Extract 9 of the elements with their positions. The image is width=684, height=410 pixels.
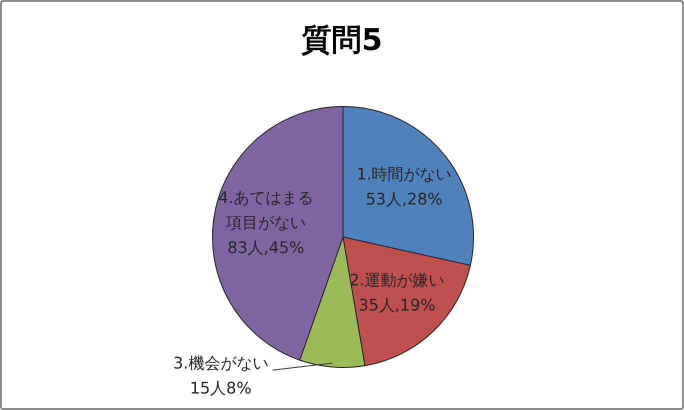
- data-label: 15人8%: [190, 378, 252, 398]
- slice-label: 3.機会がない: [173, 353, 268, 372]
- data-label: 53人,28%: [366, 190, 443, 209]
- data-label: 83人,45%: [227, 238, 304, 257]
- slice-label: 1.時間がない: [356, 164, 452, 184]
- chart-title: 質問5: [300, 22, 382, 58]
- slice-label: 2.運動が嫌い: [349, 270, 445, 290]
- data-label: 35人,19%: [358, 295, 436, 314]
- slice-label: 4.あてはまる項目がない: [218, 188, 314, 232]
